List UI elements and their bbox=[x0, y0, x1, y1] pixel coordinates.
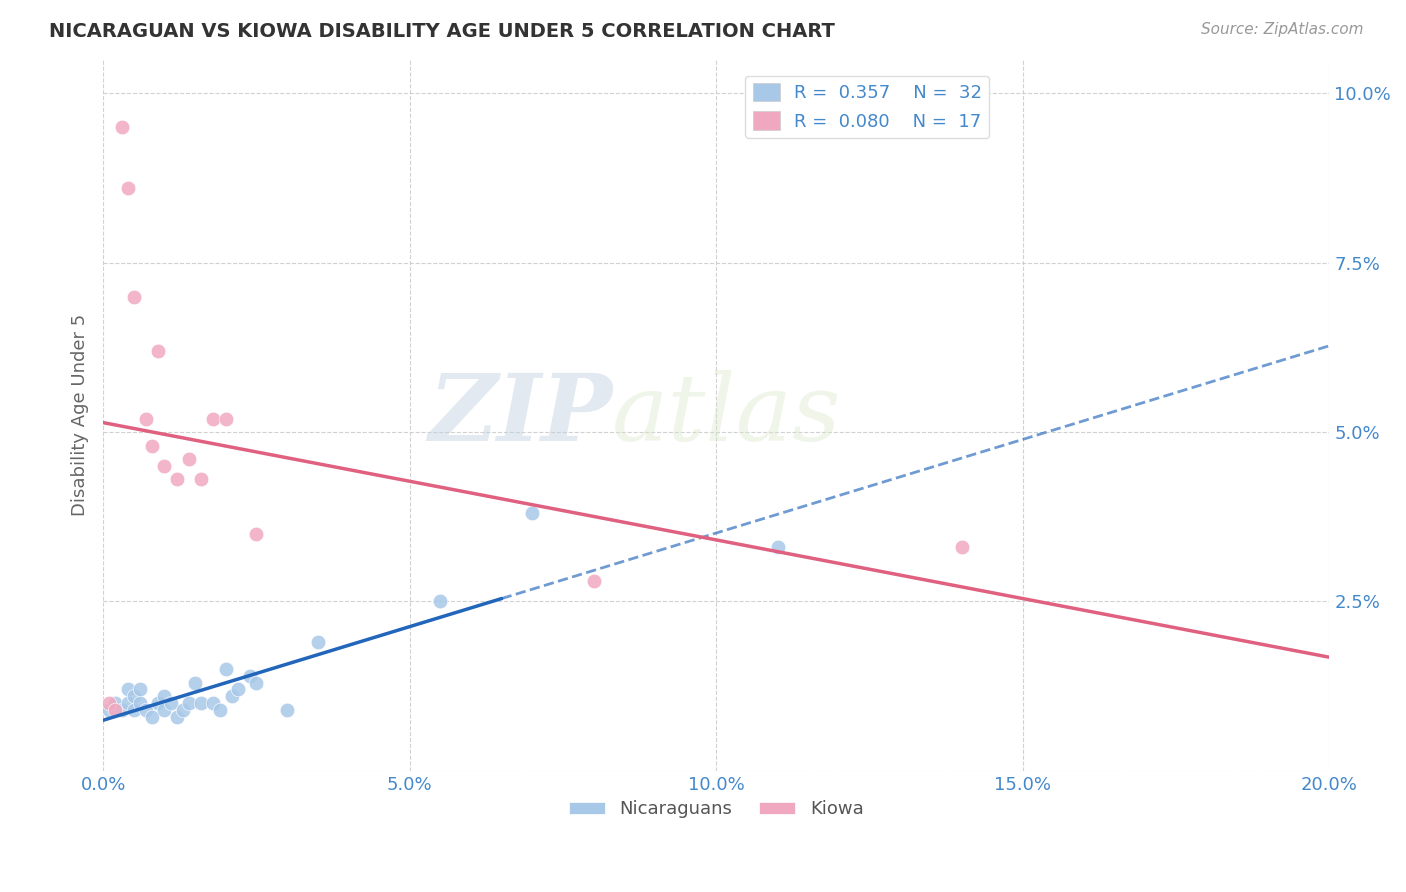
Point bbox=[172, 703, 194, 717]
Point bbox=[245, 675, 267, 690]
Point bbox=[208, 703, 231, 717]
Point bbox=[166, 473, 188, 487]
Point bbox=[110, 120, 132, 135]
Point bbox=[104, 703, 127, 717]
Point bbox=[153, 703, 176, 717]
Point bbox=[202, 411, 225, 425]
Point bbox=[184, 675, 207, 690]
Point bbox=[153, 689, 176, 703]
Point bbox=[148, 696, 170, 710]
Point bbox=[148, 343, 170, 358]
Point bbox=[221, 689, 243, 703]
Point bbox=[226, 682, 249, 697]
Point bbox=[98, 703, 121, 717]
Point bbox=[104, 696, 127, 710]
Point bbox=[117, 682, 139, 697]
Point bbox=[177, 696, 200, 710]
Point bbox=[98, 696, 121, 710]
Y-axis label: Disability Age Under 5: Disability Age Under 5 bbox=[72, 314, 89, 516]
Point bbox=[239, 669, 262, 683]
Point bbox=[522, 506, 544, 520]
Point bbox=[153, 458, 176, 473]
Point bbox=[135, 411, 157, 425]
Point bbox=[202, 696, 225, 710]
Point bbox=[117, 696, 139, 710]
Point bbox=[190, 473, 212, 487]
Text: Source: ZipAtlas.com: Source: ZipAtlas.com bbox=[1201, 22, 1364, 37]
Point bbox=[429, 594, 451, 608]
Text: NICARAGUAN VS KIOWA DISABILITY AGE UNDER 5 CORRELATION CHART: NICARAGUAN VS KIOWA DISABILITY AGE UNDER… bbox=[49, 22, 835, 41]
Point bbox=[122, 703, 145, 717]
Point bbox=[117, 181, 139, 195]
Point bbox=[766, 540, 789, 554]
Legend: Nicaraguans, Kiowa: Nicaraguans, Kiowa bbox=[561, 793, 870, 826]
Point bbox=[122, 689, 145, 703]
Point bbox=[582, 574, 605, 588]
Point bbox=[215, 411, 238, 425]
Point bbox=[135, 703, 157, 717]
Point bbox=[177, 452, 200, 467]
Point bbox=[122, 290, 145, 304]
Point bbox=[166, 709, 188, 723]
Point bbox=[276, 703, 298, 717]
Point bbox=[129, 696, 152, 710]
Point bbox=[110, 703, 132, 717]
Point bbox=[141, 439, 163, 453]
Text: ZIP: ZIP bbox=[427, 370, 612, 460]
Text: atlas: atlas bbox=[612, 370, 842, 460]
Point bbox=[950, 540, 973, 554]
Point bbox=[190, 696, 212, 710]
Point bbox=[307, 635, 329, 649]
Point bbox=[245, 526, 267, 541]
Point bbox=[215, 662, 238, 676]
Point bbox=[159, 696, 181, 710]
Point bbox=[129, 682, 152, 697]
Point bbox=[141, 709, 163, 723]
